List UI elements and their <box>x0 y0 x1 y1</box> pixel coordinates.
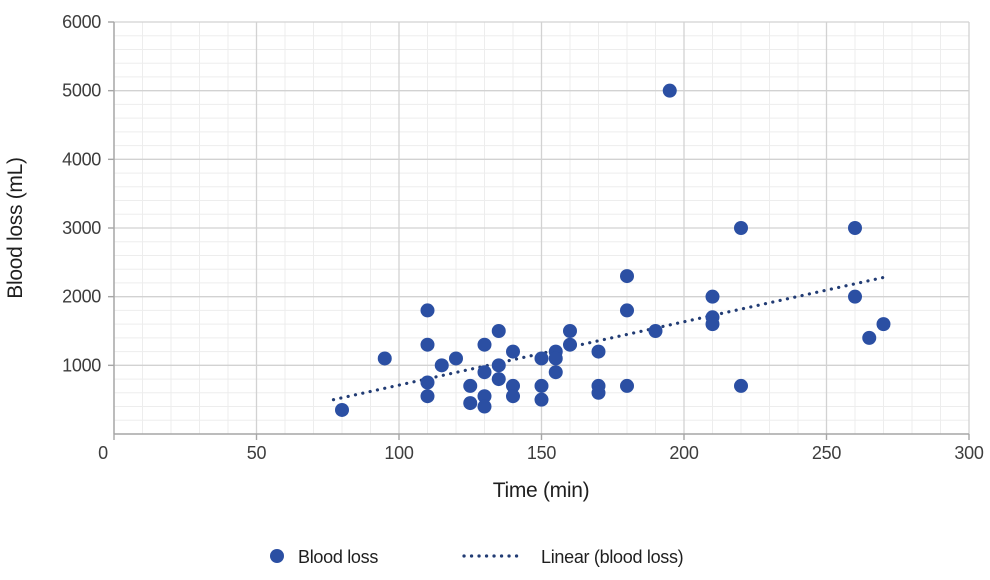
data-point <box>506 344 520 359</box>
data-point <box>591 344 606 359</box>
data-point <box>534 351 549 366</box>
data-point <box>534 392 549 407</box>
data-point <box>563 324 577 338</box>
data-point <box>548 351 563 366</box>
data-point <box>620 378 634 393</box>
data-point <box>449 351 463 366</box>
data-point <box>705 317 720 332</box>
data-point <box>491 358 506 373</box>
data-point <box>335 402 349 417</box>
legend: Blood loss Linear (blood loss) <box>270 547 684 567</box>
data-point <box>548 365 563 380</box>
data-point <box>463 378 478 393</box>
x-tick-label: 100 <box>384 443 413 463</box>
x-axis-title: Time (min) <box>493 479 590 502</box>
y-tick-label: 2000 <box>62 287 101 307</box>
data-point <box>848 289 862 304</box>
x-tick-label: 0 <box>98 443 108 463</box>
y-tick-label: 4000 <box>62 149 101 169</box>
data-point <box>377 351 392 366</box>
data-point <box>620 303 634 318</box>
tick-labels: 0 50 100 150 200 250 300 1000 2000 3000 4000 5000 60… <box>62 12 984 463</box>
axis-lines <box>108 21 970 440</box>
data-point <box>491 324 506 338</box>
x-tick-label: 150 <box>527 443 556 463</box>
y-tick-label: 5000 <box>62 81 101 101</box>
data-point <box>734 378 748 393</box>
data-point <box>420 303 435 318</box>
trendline-layer <box>331 275 886 402</box>
data-point <box>477 389 492 404</box>
data-point <box>734 221 748 235</box>
legend-label-blood-loss: Blood loss <box>298 547 378 567</box>
y-tick-label: 1000 <box>62 355 101 375</box>
scatter-points-layer <box>335 83 891 417</box>
y-tick-label: 6000 <box>62 12 101 32</box>
data-point <box>477 365 492 380</box>
x-tick-label: 300 <box>954 443 983 463</box>
trendline <box>331 275 886 402</box>
data-point <box>848 221 862 235</box>
data-point <box>420 337 435 352</box>
data-point <box>420 375 435 390</box>
x-tick-label: 200 <box>669 443 698 463</box>
data-point <box>420 389 435 404</box>
major-gridlines <box>113 21 970 434</box>
data-point <box>463 396 478 411</box>
x-tick-label: 250 <box>812 443 841 463</box>
data-point <box>506 378 520 393</box>
data-point <box>862 330 877 345</box>
data-point <box>506 389 520 404</box>
data-point <box>477 337 492 352</box>
data-point <box>434 358 449 373</box>
x-tick-label: 50 <box>247 443 267 463</box>
data-point <box>563 337 577 352</box>
data-point <box>534 378 549 393</box>
data-point <box>491 372 506 387</box>
data-point <box>876 317 891 332</box>
y-tick-label: 3000 <box>62 218 101 238</box>
data-point <box>648 324 663 338</box>
data-point <box>662 83 677 98</box>
data-point <box>620 269 634 284</box>
data-point <box>591 385 606 400</box>
legend-label-linear: Linear (blood loss) <box>541 547 683 567</box>
data-point <box>705 289 720 304</box>
legend-dot-swatch <box>270 549 284 563</box>
y-axis-title: Blood loss (mL) <box>4 157 27 298</box>
data-point <box>477 399 492 414</box>
